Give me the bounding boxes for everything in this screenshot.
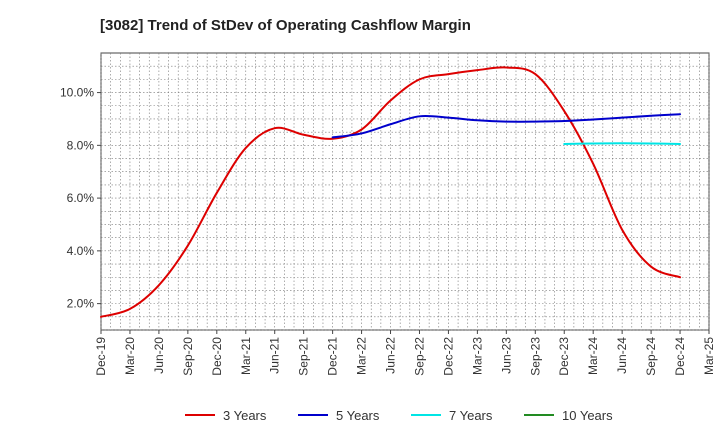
y-tick-label: 8.0% (67, 138, 95, 152)
x-tick-label: Mar-20 (123, 337, 137, 375)
plot-area (100, 52, 710, 331)
x-tick-label: Jun-20 (152, 337, 166, 374)
legend-label: 10 Years (562, 408, 613, 423)
x-tick-label: Dec-20 (210, 337, 224, 376)
y-tick-label: 4.0% (67, 244, 95, 258)
x-tick-label: Mar-21 (239, 337, 253, 375)
y-tick-label: 6.0% (67, 191, 95, 205)
x-tick-label: Dec-22 (441, 337, 455, 376)
x-tick-label: Dec-19 (94, 337, 108, 376)
y-tick-label: 10.0% (60, 86, 94, 100)
x-tick-label: Mar-24 (586, 337, 600, 375)
x-tick-label: Dec-24 (673, 337, 687, 376)
x-tick-label: Sep-20 (181, 337, 195, 376)
legend-label: 5 Years (336, 408, 380, 423)
y-tick-label: 2.0% (67, 297, 95, 311)
x-tick-label: Mar-25 (702, 337, 716, 375)
x-tick-label: Dec-23 (557, 337, 571, 376)
x-tick-label: Jun-24 (615, 337, 629, 374)
x-tick-label: Mar-22 (355, 337, 369, 375)
legend-label: 3 Years (223, 408, 267, 423)
x-tick-label: Dec-21 (326, 337, 340, 376)
y-axis: 2.0% 4.0% 6.0% 8.0% 10.0% (60, 86, 101, 311)
series-line-2 (331, 113, 682, 139)
legend: 3 Years 5 Years 7 Years 10 Years (185, 408, 613, 423)
x-tick-label: Jun-21 (268, 337, 282, 374)
x-tick-label: Sep-22 (412, 337, 426, 376)
series-group (100, 66, 682, 318)
series-line-3 (563, 142, 682, 146)
x-tick-label: Jun-23 (499, 337, 513, 374)
x-tick-label: Sep-21 (297, 337, 311, 376)
x-tick-label: Jun-22 (384, 337, 398, 374)
x-axis: Dec-19 Mar-20 Jun-20 Sep-20 Dec-20 Mar-21 Jun-… (94, 330, 716, 376)
x-tick-label: Mar-23 (470, 337, 484, 375)
series-line-1 (100, 66, 682, 318)
x-tick-label: Sep-24 (644, 337, 658, 376)
legend-label: 7 Years (449, 408, 493, 423)
chart-title: [3082] Trend of StDev of Operating Cashf… (100, 17, 471, 34)
x-tick-label: Sep-23 (528, 337, 542, 376)
